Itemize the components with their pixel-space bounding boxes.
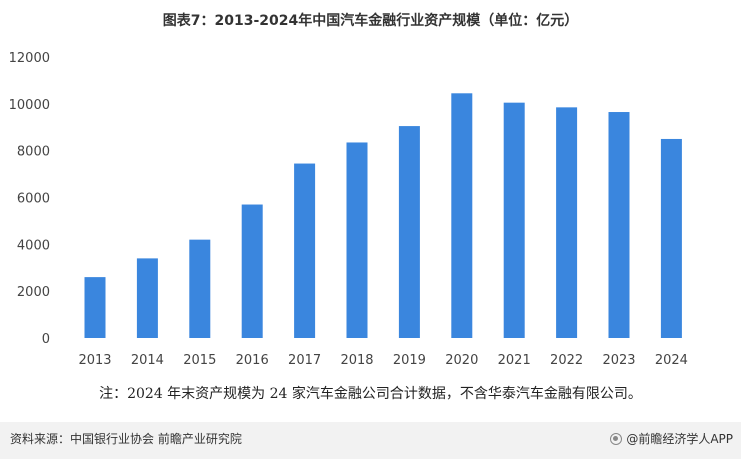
brand-text: @前瞻经济学人APP: [626, 432, 733, 446]
footer: 资料来源：中国银行业协会 前瞻产业研究院 @前瞻经济学人APP: [0, 422, 741, 459]
y-tick-label: 6000: [17, 192, 50, 207]
y-tick-label: 2000: [17, 285, 50, 300]
x-tick-label: 2017: [288, 353, 321, 368]
y-tick-label: 8000: [17, 145, 50, 160]
x-tick-label: 2019: [393, 353, 426, 368]
bar-chart: 0 2000 4000 6000 8000 10000 12000 2013 2014 2015…: [9, 51, 688, 368]
x-tick-label: 2016: [236, 353, 269, 368]
x-tick-label: 2018: [340, 353, 373, 368]
bar-2016: [241, 204, 263, 338]
y-tick-label: 0: [42, 332, 50, 347]
brand: @前瞻经济学人APP: [610, 430, 733, 447]
y-tick-label: 10000: [9, 98, 50, 113]
x-tick-label: 2021: [498, 353, 531, 368]
x-tick-label: 2013: [78, 353, 111, 368]
y-tick-label: 4000: [17, 238, 50, 253]
bar-2022: [556, 107, 578, 339]
bar-2014: [136, 258, 158, 338]
bar-series: [84, 93, 682, 339]
bar-2021: [503, 102, 525, 338]
bar-2013: [84, 277, 106, 338]
brand-logo-icon: [610, 432, 623, 445]
x-tick-label: 2023: [602, 353, 635, 368]
y-tick-label: 12000: [9, 51, 50, 66]
bar-2024: [660, 138, 682, 338]
bar-2018: [346, 142, 368, 338]
source-text: 资料来源：中国银行业协会 前瞻产业研究院: [10, 432, 242, 446]
x-tick-label: 2015: [183, 353, 216, 368]
x-tick-label: 2022: [550, 353, 583, 368]
bar-2017: [294, 163, 316, 338]
x-tick-label: 2024: [655, 353, 688, 368]
x-axis: 2013 2014 2015 2016 2017 2018 2019 2020 2021 2022…: [78, 353, 687, 368]
bar-2015: [189, 239, 211, 338]
bar-2020: [451, 93, 473, 338]
x-tick-label: 2020: [445, 353, 478, 368]
bar-2019: [398, 126, 420, 339]
bar-2023: [608, 112, 630, 338]
y-axis: 0 2000 4000 6000 8000 10000 12000: [9, 51, 50, 347]
chart-title: 图表7：2013-2024年中国汽车金融行业资产规模（单位：亿元）: [162, 13, 579, 29]
chart-note: 注：2024 年末资产规模为 24 家汽车金融公司合计数据，不含华泰汽车金融有限…: [99, 386, 642, 402]
x-tick-label: 2014: [131, 353, 164, 368]
